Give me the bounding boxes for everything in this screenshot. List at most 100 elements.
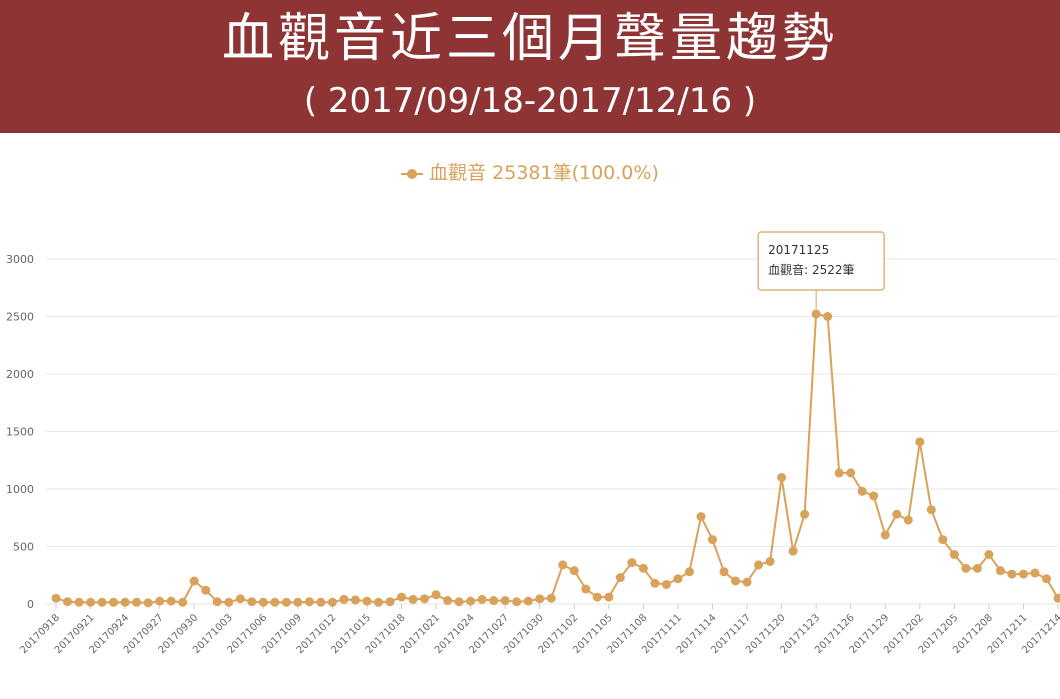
data-point[interactable] xyxy=(788,546,798,556)
data-point[interactable] xyxy=(995,566,1005,576)
data-point[interactable] xyxy=(420,594,430,604)
tooltip-value: 血觀音: 2522筆 xyxy=(768,262,854,277)
data-point[interactable] xyxy=(51,593,61,603)
y-tick-label: 500 xyxy=(13,541,34,554)
data-point[interactable] xyxy=(696,512,706,522)
data-point[interactable] xyxy=(512,597,522,607)
data-point[interactable] xyxy=(178,597,188,607)
data-point[interactable] xyxy=(938,535,948,545)
y-tick-label: 0 xyxy=(27,598,34,611)
data-point[interactable] xyxy=(638,563,648,573)
data-point[interactable] xyxy=(800,509,810,519)
data-point[interactable] xyxy=(109,597,119,607)
data-point[interactable] xyxy=(247,597,257,607)
data-point[interactable] xyxy=(684,567,694,577)
line-chart: 0 500 1000 1500 2000 2500 3000 201709182017092… xyxy=(6,231,1060,656)
data-point[interactable] xyxy=(63,597,73,607)
data-point[interactable] xyxy=(1018,569,1028,579)
legend-label: 血觀音 25381筆(100.0%) xyxy=(429,162,659,184)
data-point[interactable] xyxy=(869,491,879,501)
y-axis: 0 500 1000 1500 2000 2500 3000 xyxy=(6,253,34,611)
data-point[interactable] xyxy=(224,597,234,607)
chart-legend[interactable]: 血觀音 25381筆(100.0%) xyxy=(0,158,1060,185)
data-point[interactable] xyxy=(350,595,360,605)
x-axis: 2017091820170921201709242017092720170930… xyxy=(18,604,1060,656)
data-point[interactable] xyxy=(1007,569,1017,579)
data-point[interactable] xyxy=(212,597,222,607)
data-point[interactable] xyxy=(627,558,637,568)
data-point[interactable] xyxy=(972,563,982,573)
data-point[interactable] xyxy=(281,597,291,607)
data-point[interactable] xyxy=(166,596,176,606)
data-point[interactable] xyxy=(615,573,625,583)
data-point[interactable] xyxy=(362,596,372,606)
data-point[interactable] xyxy=(339,594,349,604)
data-point[interactable] xyxy=(120,597,130,607)
data-point[interactable] xyxy=(777,473,787,482)
tooltip-box xyxy=(757,231,885,291)
data-point[interactable] xyxy=(880,530,890,540)
data-point[interactable] xyxy=(304,597,314,607)
data-point[interactable] xyxy=(604,592,614,602)
data-point[interactable] xyxy=(1053,593,1060,603)
data-point[interactable] xyxy=(397,592,407,602)
data-point[interactable] xyxy=(834,468,844,478)
data-point[interactable] xyxy=(707,535,717,545)
data-point[interactable] xyxy=(143,598,153,608)
data-point[interactable] xyxy=(1041,574,1051,584)
data-point[interactable] xyxy=(293,597,303,607)
y-tick-label: 1000 xyxy=(6,483,34,496)
data-point[interactable] xyxy=(1030,568,1040,578)
data-point[interactable] xyxy=(984,550,994,560)
data-point[interactable] xyxy=(155,596,165,606)
data-point[interactable] xyxy=(500,596,510,606)
data-point[interactable] xyxy=(892,509,902,519)
data-point[interactable] xyxy=(235,594,245,604)
data-point[interactable] xyxy=(949,550,959,560)
data-point[interactable] xyxy=(673,574,683,584)
data-point[interactable] xyxy=(719,567,729,577)
data-point[interactable] xyxy=(132,597,142,607)
data-point[interactable] xyxy=(765,556,775,566)
y-tick-label: 2500 xyxy=(6,311,34,324)
data-point[interactable] xyxy=(961,563,971,573)
data-point[interactable] xyxy=(857,486,867,496)
data-point[interactable] xyxy=(408,594,418,604)
data-point[interactable] xyxy=(742,577,752,587)
data-point[interactable] xyxy=(270,597,280,607)
data-point[interactable] xyxy=(431,590,441,600)
data-point[interactable] xyxy=(846,468,856,478)
data-point[interactable] xyxy=(811,309,821,319)
data-point[interactable] xyxy=(592,592,602,602)
data-point[interactable] xyxy=(189,576,199,586)
data-point[interactable] xyxy=(258,597,268,607)
data-point[interactable] xyxy=(489,596,499,606)
data-point[interactable] xyxy=(466,596,476,606)
data-point[interactable] xyxy=(569,566,579,576)
chart-grid xyxy=(46,258,1058,605)
data-point[interactable] xyxy=(546,593,556,603)
data-point[interactable] xyxy=(443,596,453,606)
data-point[interactable] xyxy=(903,515,913,525)
data-point[interactable] xyxy=(661,579,671,589)
data-point[interactable] xyxy=(558,560,568,570)
data-point[interactable] xyxy=(316,597,326,607)
data-point[interactable] xyxy=(373,597,383,607)
data-point[interactable] xyxy=(731,576,741,586)
data-point[interactable] xyxy=(327,597,337,607)
data-point[interactable] xyxy=(201,585,211,595)
data-point[interactable] xyxy=(754,560,764,570)
data-point[interactable] xyxy=(86,597,96,607)
data-point[interactable] xyxy=(454,597,464,607)
data-point[interactable] xyxy=(523,596,533,606)
data-point[interactable] xyxy=(581,584,591,594)
data-point[interactable] xyxy=(823,312,833,321)
data-point[interactable] xyxy=(385,597,395,607)
data-point[interactable] xyxy=(97,597,107,607)
data-point[interactable] xyxy=(535,594,545,604)
data-point[interactable] xyxy=(477,594,487,604)
data-point[interactable] xyxy=(650,578,660,588)
data-point[interactable] xyxy=(915,437,925,447)
data-point[interactable] xyxy=(926,505,936,515)
data-point[interactable] xyxy=(74,597,84,607)
